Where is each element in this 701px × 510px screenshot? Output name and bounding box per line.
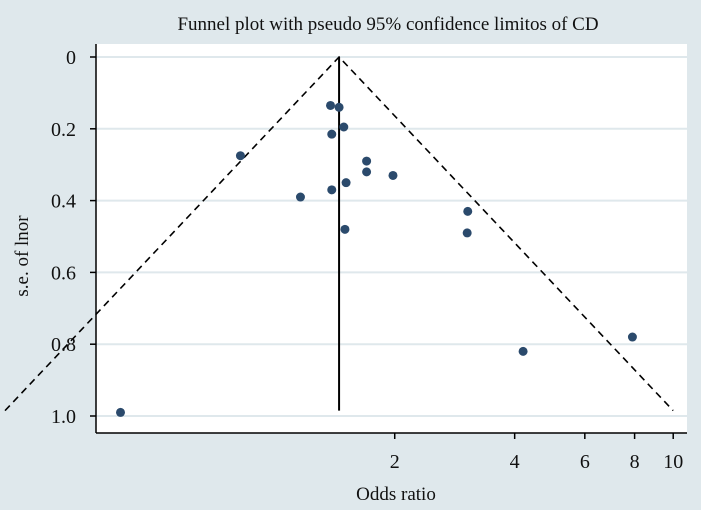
x-tick-label: 8 (630, 451, 640, 473)
y-tick-label: 0.4 (51, 191, 76, 213)
x-axis-title: Odds ratio (356, 484, 436, 505)
y-tick-label: 0.2 (51, 119, 76, 141)
study-point (327, 185, 337, 195)
tick-labels: 0 0.2 0.4 0.6 0.8 1.0 2 4 6 8 10 (51, 47, 683, 473)
study-point (388, 170, 398, 180)
plot-area (96, 44, 687, 433)
y-tick-label: 0 (66, 47, 76, 69)
study-point (341, 178, 351, 188)
y-axis-title: s.e. of lnor (12, 215, 33, 297)
study-points (116, 100, 637, 417)
x-tick-label: 6 (580, 451, 590, 473)
study-point (295, 192, 305, 202)
study-point (362, 156, 372, 166)
study-point (627, 332, 637, 342)
y-tick-label: 0.6 (51, 262, 76, 284)
study-point (327, 129, 337, 139)
study-point (462, 228, 472, 238)
y-tick-label: 1.0 (51, 406, 76, 428)
x-tick-label: 10 (663, 451, 683, 473)
study-point (339, 122, 349, 132)
study-point (340, 224, 350, 234)
y-tick-label: 0.8 (51, 334, 76, 356)
study-point (362, 167, 372, 177)
chart-title: Funnel plot with pseudo 95% confidence l… (177, 14, 598, 35)
axes (90, 44, 687, 439)
study-point (334, 102, 344, 112)
study-point (116, 407, 126, 417)
funnel-limits (4, 55, 674, 412)
x-tick-label: 4 (510, 451, 520, 473)
study-point (235, 151, 245, 161)
study-point (518, 346, 528, 356)
gridlines (96, 56, 687, 417)
x-tick-label: 2 (390, 451, 400, 473)
study-point (326, 100, 336, 110)
study-point (463, 206, 473, 216)
